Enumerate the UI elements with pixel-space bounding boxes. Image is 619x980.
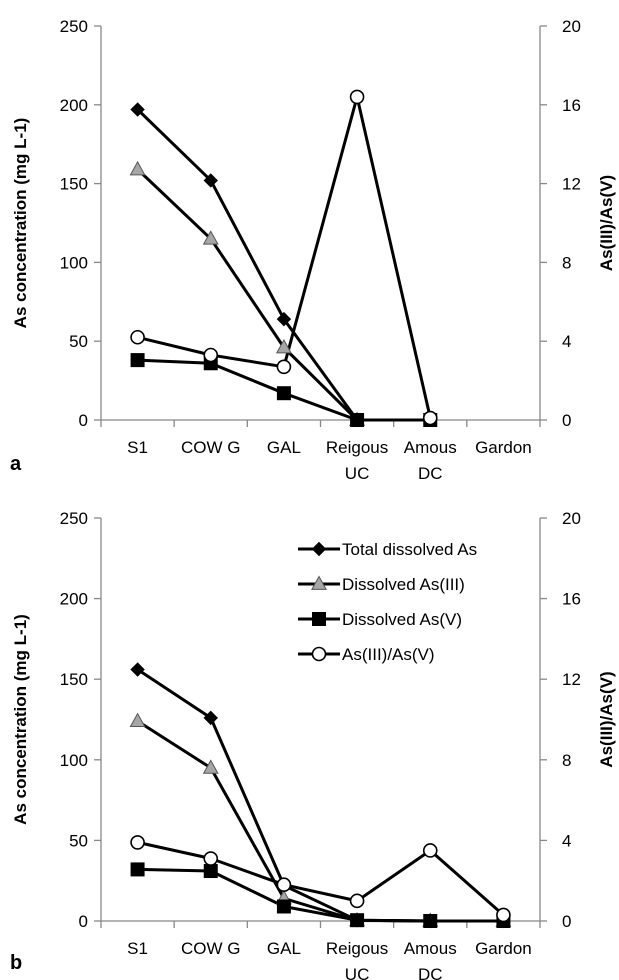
data-point-as5 — [130, 862, 145, 877]
y-tick-label-right: 0 — [562, 912, 571, 931]
y-tick-label-left: 150 — [60, 175, 88, 194]
data-point-as5 — [350, 913, 365, 928]
legend-label-total: Total dissolved As — [342, 540, 477, 559]
data-point-as5 — [423, 914, 438, 928]
y-tick-label-right: 20 — [562, 509, 581, 528]
x-tick-label: Reigous — [326, 939, 388, 958]
x-tick-label: Reigous — [326, 438, 388, 457]
x-tick-label: S1 — [127, 438, 148, 457]
data-point-ratio — [130, 329, 145, 345]
data-point-total — [130, 102, 145, 117]
x-tick-label: COW G — [181, 939, 241, 958]
y-tick-label-left: 50 — [69, 332, 88, 351]
data-point-ratio — [130, 835, 145, 850]
legend-marker-as5 — [312, 612, 326, 626]
y-tick-label-left: 250 — [60, 509, 88, 528]
y-tick-label-left: 50 — [69, 831, 88, 850]
series-line-as5 — [137, 867, 504, 923]
chart-panel-b: 0 50 100 150 200 250 0 4 8 12 16 20 S1 COW G GAL Reigou… — [10, 509, 616, 980]
y-axis-title-left: As concentration (mg L-1) — [11, 118, 30, 329]
y-tick-label-right: 12 — [562, 670, 581, 689]
series-line-as3 — [136, 168, 359, 422]
data-point-ratio — [203, 347, 219, 363]
data-point-as5 — [276, 899, 291, 914]
chart-panel-a: 0 50 100 150 200 250 0 4 8 12 16 20 S1 COW G GAL Reigou… — [10, 17, 616, 483]
y-tick-label-left: 100 — [60, 253, 88, 272]
data-point-as3 — [129, 160, 146, 176]
x-tick-label: S1 — [127, 939, 148, 958]
series-line-total — [136, 668, 504, 923]
data-point-ratio — [349, 89, 365, 105]
x-tick-label: GAL — [267, 438, 301, 457]
x-tick-label: DC — [418, 464, 443, 483]
y-tick-label-left: 250 — [60, 17, 88, 36]
legend-label-as5: Dissolved As(V) — [342, 610, 462, 629]
data-point-total — [203, 173, 218, 188]
x-tick-label: COW G — [181, 438, 241, 457]
x-tick-label: Amous — [404, 438, 457, 457]
y-tick-label-left: 200 — [60, 590, 88, 609]
data-point-as3 — [275, 338, 292, 354]
y-tick-label-right: 0 — [562, 411, 571, 430]
data-point-ratio — [349, 893, 365, 909]
data-point-as5 — [276, 386, 291, 401]
legend-marker-total — [311, 541, 327, 557]
legend-label-ratio: As(III)/As(V) — [342, 645, 435, 664]
x-tick-label: Gardon — [475, 939, 532, 958]
legend-marker-ratio — [311, 646, 327, 662]
y-tick-label-right: 4 — [562, 332, 571, 351]
x-tick-label: Gardon — [475, 438, 532, 457]
panel-label: b — [10, 952, 22, 974]
x-tick-label: DC — [418, 965, 443, 980]
y-tick-label-right: 12 — [562, 175, 581, 194]
legend: Total dissolved As Dissolved As(III) Disso… — [298, 540, 477, 664]
data-point-as3 — [202, 759, 219, 774]
series-line-total — [136, 108, 359, 421]
x-tick-label: UC — [345, 965, 370, 980]
data-point-ratio — [422, 843, 438, 858]
data-point-as5 — [203, 864, 218, 879]
y-tick-label-left: 150 — [60, 670, 88, 689]
panel-label: a — [10, 453, 22, 475]
y-tick-label-left: 0 — [79, 411, 88, 430]
y-tick-label-right: 20 — [562, 17, 581, 36]
series-line-ratio — [137, 840, 505, 917]
data-point-ratio — [422, 410, 438, 426]
data-point-as5 — [130, 353, 145, 368]
data-point-as5 — [350, 413, 365, 427]
legend-marker-as3 — [311, 575, 327, 590]
y-tick-label-left: 100 — [60, 751, 88, 770]
x-tick-label: GAL — [267, 939, 301, 958]
data-point-ratio — [496, 907, 511, 923]
y-axis-title-left: As concentration (mg L-1) — [11, 614, 30, 825]
y-axis-title-right: As(III)/As(V) — [597, 175, 616, 271]
data-point-ratio — [276, 877, 292, 893]
data-point-total — [203, 710, 218, 726]
y-tick-label-left: 0 — [79, 912, 88, 931]
y-axis-title-right: As(III)/As(V) — [597, 671, 616, 767]
y-tick-label-right: 16 — [562, 590, 581, 609]
y-tick-label-right: 8 — [562, 253, 571, 272]
legend-label-as3: Dissolved As(III) — [342, 575, 465, 594]
data-point-ratio — [203, 851, 219, 866]
y-tick-label-right: 4 — [562, 831, 571, 850]
x-tick-label: UC — [345, 464, 370, 483]
series-line-as3 — [136, 719, 504, 923]
data-point-as3 — [129, 712, 146, 728]
x-tick-label: Amous — [404, 939, 457, 958]
data-point-ratio — [276, 359, 292, 375]
data-point-as3 — [202, 230, 219, 245]
y-tick-label-left: 200 — [60, 96, 88, 115]
y-tick-label-right: 8 — [562, 751, 571, 770]
y-tick-label-right: 16 — [562, 96, 581, 115]
data-point-total — [130, 662, 145, 677]
data-point-total — [276, 311, 292, 327]
